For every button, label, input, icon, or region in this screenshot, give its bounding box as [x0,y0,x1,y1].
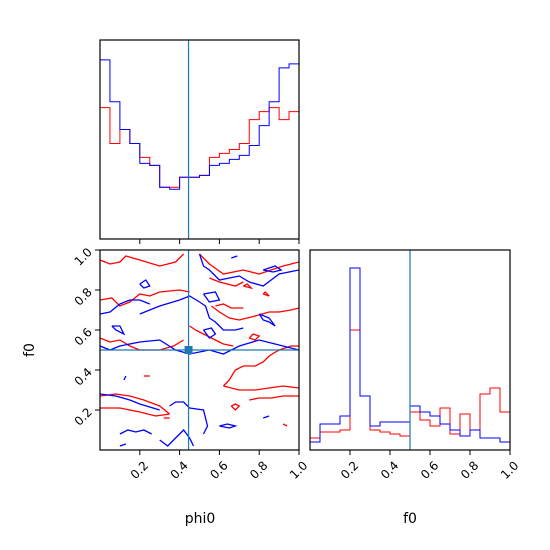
contour-red-line [230,403,241,411]
histogram-phi0-frame [99,39,300,240]
x-axis-label-f0: f0 [403,511,417,527]
contour-red-line [222,345,299,387]
contour-red-line [249,395,299,401]
contour-phi0-f0-panel: 0.2 0.4 0.6 0.8 1.0 0.2 0.4 0.6 0.8 1.0 [72,245,311,482]
contour-blue-line [100,339,299,355]
contour-red-line [100,289,190,307]
right-x-tick-label: 0.6 [418,458,441,481]
contour-blue-line [159,429,195,447]
contour-blue-line [169,401,209,435]
contour-blue-line [258,313,276,327]
contour-red-line [248,333,261,341]
contour-blue-line [202,291,221,303]
contour-blue-line [119,429,152,435]
axis-labels: phi0 f0 f0 [22,343,417,527]
contour-blue-line [123,375,127,381]
right-x-tick-label: 0.8 [458,458,481,481]
contour-blue-line [119,443,127,447]
contour-x-tick-label: 1.0 [287,458,310,481]
right-x-tick-label: 0.4 [378,458,401,481]
contour-red-line [243,283,254,290]
truth-marker [184,346,193,354]
contour-red-line [100,393,171,415]
histogram-red-series [99,107,300,239]
contour-y-tick-label: 0.8 [72,285,95,308]
contour-y-tick-label: 0.6 [72,325,95,348]
contour-x-tick-label: 0.2 [128,458,151,481]
contour-y-tick-label: 0.2 [72,405,95,428]
contour-x-tick-label: 0.6 [207,458,230,481]
contour-red-line [209,277,244,287]
contour-blue-line [262,415,270,419]
contour-red-line [211,305,299,321]
right-x-tick-label: 1.0 [498,458,521,481]
contour-blue-line [139,295,244,331]
contour-y-tick-label: 0.4 [72,365,95,388]
contour-blue-line [219,423,238,429]
contour-red-line [100,407,170,417]
y-axis-label-f0: f0 [22,343,38,357]
contour-frame [99,249,300,451]
contour-x-tick-label: 0.4 [168,458,191,481]
histogram-blue-series [309,267,511,450]
contour-red-line [215,303,244,309]
contour-blue-line [262,265,283,273]
contour-red-line [100,337,184,351]
contour-blue-line [202,327,217,339]
histogram-blue-series [99,59,300,239]
contour-red-line [282,423,288,427]
right-x-tick-label: 0.2 [338,458,361,481]
contour-lines [100,253,299,447]
contour-blue-line [100,393,160,411]
contour-red-line [262,291,270,297]
contour-blue-line [231,255,238,259]
contour-blue-line [100,299,151,315]
contour-red-line [199,253,299,275]
histogram-f0-panel: 0.2 0.4 0.6 0.8 1.0 [309,249,521,482]
contour-x-tick-label: 0.8 [247,458,270,481]
x-axis-label-phi0: phi0 [185,511,216,527]
contour-red-line [223,385,299,391]
contour-blue-line [139,279,151,289]
contour-red-line [100,253,185,267]
histogram-f0-frame [309,249,511,451]
contour-blue-line [198,253,299,287]
contour-blue-line [111,325,126,336]
contour-y-tick-label: 1.0 [72,245,95,268]
histogram-phi0-panel [99,39,300,244]
